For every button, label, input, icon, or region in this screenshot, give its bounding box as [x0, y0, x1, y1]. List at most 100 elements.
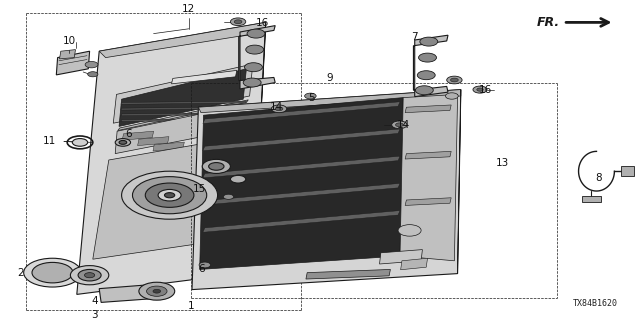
Circle shape — [132, 177, 207, 214]
Polygon shape — [413, 35, 448, 97]
Circle shape — [153, 289, 161, 293]
Circle shape — [447, 76, 462, 84]
Text: 7: 7 — [412, 32, 418, 42]
Polygon shape — [405, 105, 451, 113]
Circle shape — [415, 86, 433, 95]
Circle shape — [32, 262, 73, 283]
Polygon shape — [172, 70, 237, 84]
Polygon shape — [121, 101, 246, 104]
Text: 13: 13 — [496, 158, 509, 168]
Polygon shape — [113, 64, 253, 123]
Polygon shape — [380, 250, 422, 264]
Text: 6: 6 — [125, 129, 131, 140]
Circle shape — [419, 53, 436, 62]
Circle shape — [115, 139, 131, 146]
Polygon shape — [192, 90, 461, 290]
Polygon shape — [203, 129, 400, 151]
Circle shape — [230, 18, 246, 26]
Circle shape — [202, 159, 230, 173]
Polygon shape — [56, 51, 90, 75]
Circle shape — [145, 183, 194, 207]
Circle shape — [234, 20, 242, 24]
Polygon shape — [203, 183, 400, 205]
Polygon shape — [121, 107, 246, 110]
Circle shape — [396, 123, 403, 127]
Text: 8: 8 — [595, 172, 602, 183]
Bar — [582, 196, 601, 202]
Text: 14: 14 — [270, 102, 284, 112]
Polygon shape — [200, 98, 403, 269]
Text: 4: 4 — [92, 296, 98, 306]
Circle shape — [70, 266, 109, 285]
Polygon shape — [119, 69, 246, 126]
Circle shape — [246, 45, 264, 54]
Bar — [621, 166, 634, 176]
Text: 14: 14 — [397, 120, 410, 130]
Circle shape — [477, 88, 483, 91]
Polygon shape — [198, 90, 461, 113]
Circle shape — [305, 93, 316, 99]
Polygon shape — [99, 22, 266, 58]
Circle shape — [398, 225, 421, 236]
Polygon shape — [93, 138, 237, 259]
Polygon shape — [60, 50, 76, 59]
Circle shape — [85, 61, 98, 68]
Circle shape — [164, 193, 175, 198]
Polygon shape — [253, 22, 266, 272]
Text: 15: 15 — [193, 184, 207, 194]
Circle shape — [147, 286, 167, 296]
Polygon shape — [458, 90, 461, 274]
Circle shape — [199, 262, 211, 268]
Circle shape — [244, 63, 262, 72]
Polygon shape — [400, 94, 458, 261]
Polygon shape — [405, 151, 451, 159]
Polygon shape — [99, 284, 159, 302]
Polygon shape — [203, 156, 400, 178]
Polygon shape — [121, 118, 246, 122]
Text: FR.: FR. — [537, 16, 560, 29]
Polygon shape — [401, 258, 428, 270]
Polygon shape — [239, 26, 275, 89]
Text: 2: 2 — [18, 268, 24, 278]
Circle shape — [230, 175, 246, 183]
Polygon shape — [77, 22, 266, 294]
Polygon shape — [203, 211, 400, 232]
Circle shape — [122, 171, 218, 219]
Text: TX84B1620: TX84B1620 — [573, 299, 618, 308]
Circle shape — [24, 258, 81, 287]
Circle shape — [445, 93, 458, 99]
Text: 10: 10 — [63, 36, 76, 46]
Circle shape — [417, 71, 435, 80]
Polygon shape — [121, 113, 246, 116]
Text: 12: 12 — [182, 4, 195, 14]
Circle shape — [84, 273, 95, 278]
Text: 6: 6 — [198, 264, 205, 274]
Circle shape — [223, 194, 234, 199]
Circle shape — [275, 107, 283, 111]
Text: 11: 11 — [43, 136, 56, 146]
Circle shape — [271, 105, 287, 113]
Circle shape — [209, 163, 224, 170]
Text: 16: 16 — [479, 84, 492, 95]
Circle shape — [158, 189, 181, 201]
Polygon shape — [138, 137, 169, 146]
Polygon shape — [115, 104, 248, 154]
Text: 5: 5 — [308, 92, 315, 103]
Circle shape — [139, 282, 175, 300]
Polygon shape — [122, 131, 154, 140]
Text: 16: 16 — [255, 18, 269, 28]
Circle shape — [420, 37, 438, 46]
Circle shape — [78, 269, 101, 281]
Circle shape — [247, 29, 265, 38]
Circle shape — [392, 121, 407, 129]
Circle shape — [119, 140, 127, 144]
Polygon shape — [203, 102, 400, 124]
Text: 3: 3 — [92, 310, 98, 320]
Circle shape — [88, 72, 98, 77]
Polygon shape — [118, 100, 248, 131]
Polygon shape — [405, 198, 451, 205]
Text: 1: 1 — [188, 301, 194, 311]
Circle shape — [473, 86, 487, 93]
Circle shape — [451, 78, 458, 82]
Polygon shape — [153, 142, 184, 151]
